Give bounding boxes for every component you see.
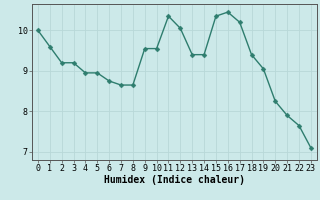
X-axis label: Humidex (Indice chaleur): Humidex (Indice chaleur) [104,175,245,185]
